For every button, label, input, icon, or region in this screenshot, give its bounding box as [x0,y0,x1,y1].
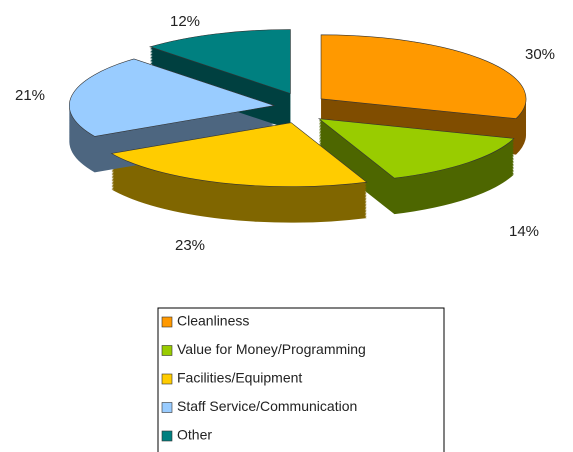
slice [110,122,368,187]
data-label: 23% [175,237,205,254]
legend-swatch [161,402,173,413]
data-label: 30% [525,46,555,63]
legend: Cleanliness Value for Money/Programming Fa… [161,313,366,443]
slice [320,34,527,119]
legend-label: Cleanliness [177,313,249,329]
legend-swatch [161,373,173,385]
legend-box [157,307,445,452]
legend-swatch [161,345,173,356]
legend-label: Staff Service/Communication [177,398,357,414]
slice [149,29,291,94]
slice [317,118,515,179]
legend-swatch [161,430,173,442]
data-label: 14% [509,223,539,240]
data-label: 12% [170,13,200,30]
legend-swatch [161,316,173,328]
legend-label: Other [177,427,212,443]
legend-label: Facilities/Equipment [177,370,302,386]
legend-label: Value for Money/Programming [177,341,366,357]
slice [69,58,275,137]
data-label: 21% [15,87,45,104]
